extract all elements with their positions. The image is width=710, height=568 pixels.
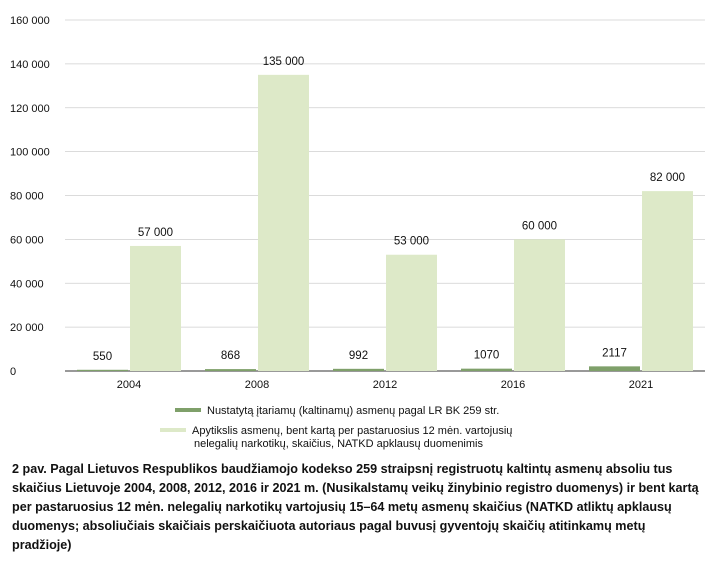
legend-swatch-drug-users bbox=[160, 428, 186, 432]
bar-chart: 0 20 000 40 000 60 000 80 000 100 000 120 000 1… bbox=[10, 15, 705, 450]
figure-caption: 2 pav. Pagal Lietuvos Respublikos baudži… bbox=[12, 462, 699, 552]
bar-drug-users-2008 bbox=[258, 74, 309, 371]
legend: Nustatytą įtariamų (kaltinamų) asmenų pa… bbox=[160, 405, 512, 450]
x-tick-label: 2004 bbox=[117, 379, 141, 391]
data-label: 2117 bbox=[602, 347, 627, 359]
legend-swatch-charged-persons bbox=[175, 408, 201, 412]
legend-label-charged-persons: Nustatytą įtariamų (kaltinamų) asmenų pa… bbox=[207, 405, 499, 417]
bar-charged-persons-2008 bbox=[205, 369, 256, 371]
data-label: 60 000 bbox=[522, 220, 557, 232]
x-axis-ticks: 2004 2008 2012 2016 2021 bbox=[117, 379, 653, 391]
y-axis-ticks: 0 20 000 40 000 60 000 80 000 100 000 120 000 1… bbox=[10, 15, 50, 378]
data-label: 992 bbox=[349, 350, 368, 362]
data-label: 868 bbox=[221, 350, 240, 362]
bars: 550 57 000 868 135 000 992 53 000 1070 60 000 21… bbox=[77, 56, 693, 371]
bar-charged-persons-2016 bbox=[461, 368, 512, 371]
bar-drug-users-2021 bbox=[642, 191, 693, 371]
y-tick-label: 20 000 bbox=[10, 322, 44, 334]
bar-drug-users-2004 bbox=[130, 245, 181, 371]
y-tick-label: 60 000 bbox=[10, 234, 44, 246]
y-tick-label: 140 000 bbox=[10, 59, 50, 71]
bar-charged-persons-2012 bbox=[333, 368, 384, 371]
y-tick-label: 0 bbox=[10, 366, 16, 378]
y-tick-label: 100 000 bbox=[10, 147, 50, 159]
x-tick-label: 2008 bbox=[245, 379, 269, 391]
data-label: 57 000 bbox=[138, 227, 173, 239]
bar-drug-users-2016 bbox=[514, 239, 565, 371]
x-tick-label: 2021 bbox=[629, 379, 653, 391]
data-label: 82 000 bbox=[650, 172, 685, 184]
x-tick-label: 2016 bbox=[501, 379, 525, 391]
data-label: 135 000 bbox=[263, 56, 305, 68]
data-label: 550 bbox=[93, 351, 112, 363]
y-tick-label: 120 000 bbox=[10, 103, 50, 115]
data-label: 53 000 bbox=[394, 236, 429, 248]
legend-label-drug-users-line: nelegalių narkotikų, skaičius, NATKD apk… bbox=[194, 438, 483, 450]
y-tick-label: 40 000 bbox=[10, 278, 44, 290]
legend-label-drug-users-line: Apytikslis asmenų, bent kartą per pastar… bbox=[192, 425, 512, 437]
x-tick-label: 2012 bbox=[373, 379, 397, 391]
bar-charged-persons-2004 bbox=[77, 369, 128, 371]
y-tick-label: 80 000 bbox=[10, 191, 44, 203]
bar-charged-persons-2021 bbox=[589, 366, 640, 371]
data-label: 1070 bbox=[474, 350, 500, 362]
bar-drug-users-2012 bbox=[386, 254, 437, 371]
y-tick-label: 160 000 bbox=[10, 15, 50, 27]
